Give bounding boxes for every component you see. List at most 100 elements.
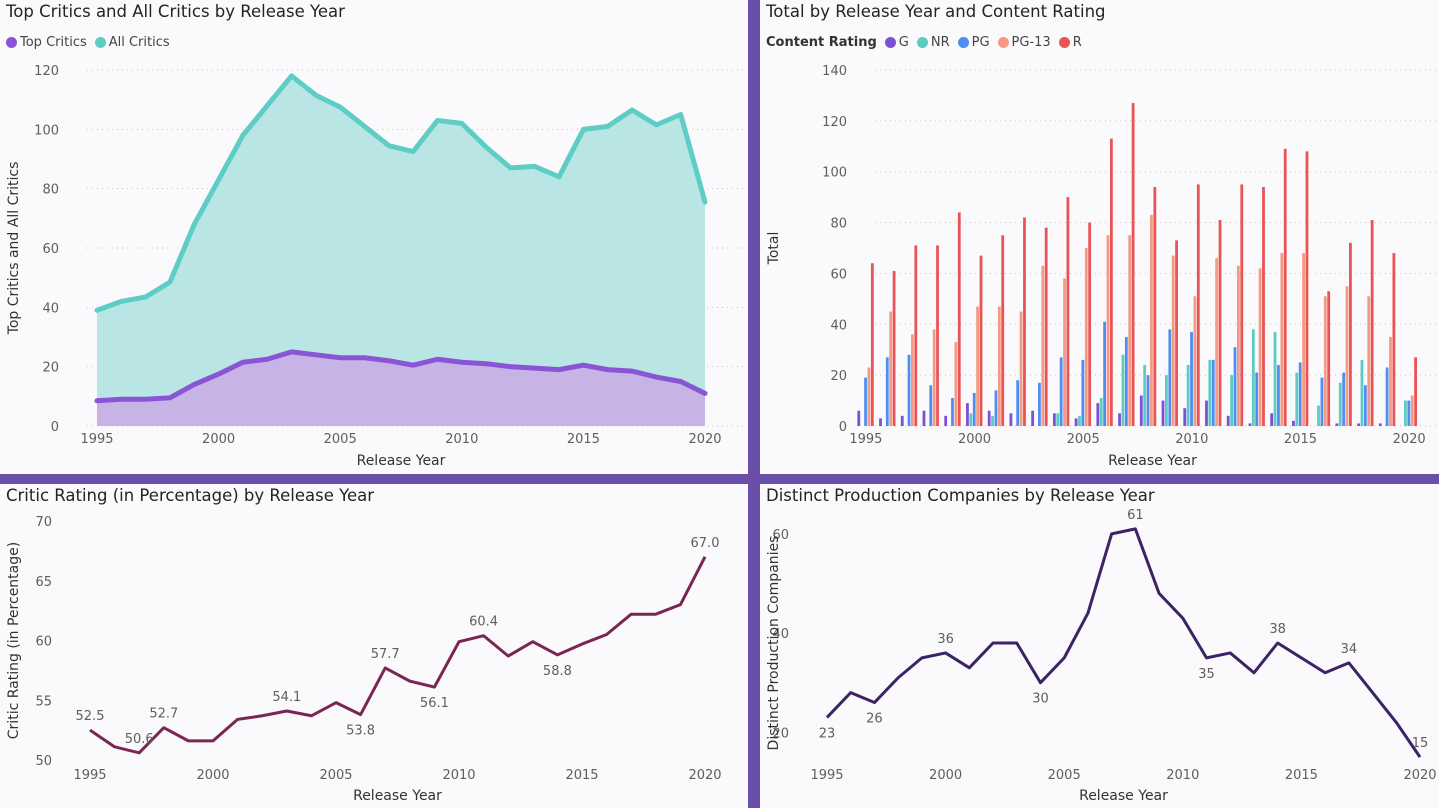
series-line <box>825 527 1422 758</box>
critic-rating-line-chart[interactable]: 50 55 60 65 70 1995 2000 2005 2010 2015 2020 Releas… <box>0 484 748 808</box>
y-tick-label: 40 <box>830 318 847 333</box>
bar-pg <box>1059 357 1063 426</box>
bar-pg <box>1211 359 1215 426</box>
x-tick-label: 2000 <box>202 432 235 447</box>
bar-r <box>1131 103 1135 426</box>
bar-g <box>1096 403 1100 426</box>
critic-rating-chart-panel[interactable]: Critic Rating (in Percentage) by Release… <box>0 484 748 808</box>
y-tick-label: 60 <box>42 242 59 257</box>
chart-title: Top Critics and All Critics by Release Y… <box>6 2 345 21</box>
legend-marker <box>1058 37 1070 48</box>
legend-item-pg13[interactable]: PG-13 <box>997 35 1051 50</box>
x-tick-label: 2020 <box>1403 768 1436 783</box>
legend-label: PG <box>971 35 990 50</box>
bar-pg <box>929 385 933 426</box>
critics-area-chart[interactable]: 0 20 40 60 80 100 120 1995 2000 2005 2010 2015 2020 R… <box>0 0 748 474</box>
bar-pg13 <box>1302 253 1305 426</box>
bar-r <box>1283 148 1287 426</box>
legend-title: Content Rating <box>766 35 877 50</box>
bar-nr <box>1186 364 1190 426</box>
legend-item-all-critics[interactable]: All Critics <box>94 35 170 50</box>
bar-g <box>1139 395 1143 426</box>
bar-g <box>966 403 969 426</box>
bar-nr <box>1056 413 1060 426</box>
y-tick-label: 50 <box>35 754 52 769</box>
ratings-bar-chart[interactable]: 0 20 40 60 80 100 120 140 1995 2000 2005 2010 2015 20… <box>760 0 1439 474</box>
bar-r <box>936 245 939 426</box>
series-line-all-critics <box>94 73 708 313</box>
bar-pg13 <box>1367 296 1371 426</box>
legend-item-pg[interactable]: PG <box>957 35 990 50</box>
bar-g <box>1183 408 1187 426</box>
critics-chart-panel[interactable]: Top Critics and All Critics by Release Y… <box>0 0 748 474</box>
bar-r <box>892 270 896 426</box>
data-label: 54.1 <box>272 690 301 705</box>
bar-g <box>1270 413 1274 426</box>
y-tick-label: 60 <box>35 635 52 650</box>
bar-pg <box>1298 362 1302 426</box>
bar-pg <box>1146 375 1150 426</box>
x-tick-label: 2005 <box>324 432 357 447</box>
bar-pg <box>1038 382 1041 426</box>
legend-item-nr[interactable]: NR <box>916 35 950 50</box>
bar-r <box>1001 235 1005 426</box>
bar-g <box>1031 410 1035 426</box>
x-axis-label: Release Year <box>1079 788 1168 804</box>
legend-item-g[interactable]: G <box>884 35 909 50</box>
bar-pg13 <box>867 367 871 426</box>
bar-pg13 <box>1410 395 1414 426</box>
data-label: 36 <box>937 632 954 647</box>
bar-r <box>1109 138 1113 426</box>
legend-item-top-critics[interactable]: Top Critics <box>6 35 87 50</box>
y-tick-label: 40 <box>42 301 59 316</box>
x-axis-label: Release Year <box>353 788 442 804</box>
bar-pg13 <box>1041 265 1045 426</box>
x-axis-label: Release Year <box>1108 453 1197 469</box>
y-tick-label: 80 <box>830 217 847 232</box>
legend-label: PG-13 <box>1011 35 1051 50</box>
x-tick-label: 1995 <box>73 768 106 783</box>
bar-pg13 <box>1106 235 1110 426</box>
bar-pg <box>864 377 867 426</box>
x-axis-label: Release Year <box>357 453 446 469</box>
bar-pg13 <box>1150 214 1153 426</box>
x-tick-label: 2015 <box>1284 432 1317 447</box>
bar-r <box>1088 222 1092 426</box>
data-label: 35 <box>1198 667 1215 682</box>
series-line-top-critics <box>94 349 708 404</box>
bar-pg13 <box>889 311 893 426</box>
y-tick-label: 60 <box>772 528 789 543</box>
legend-marker <box>997 37 1009 48</box>
companies-line-chart[interactable]: 20 40 60 1995 2000 2005 2010 2015 2020 Release Ye… <box>760 484 1439 808</box>
chart-legend: Content Rating G NR PG PG-13 R <box>766 35 1090 50</box>
bar-nr <box>1165 375 1168 426</box>
bar-pg13 <box>1084 248 1088 426</box>
x-tick-label: 2005 <box>1048 768 1081 783</box>
companies-chart-panel[interactable]: Distinct Production Companies by Release… <box>760 484 1439 808</box>
bar-pg <box>1385 367 1389 426</box>
bar-g <box>922 410 926 426</box>
bar-g <box>1226 415 1230 426</box>
chart-title: Critic Rating (in Percentage) by Release… <box>6 486 375 505</box>
bar-nr <box>1078 415 1081 426</box>
bar-r <box>914 245 918 426</box>
ratings-chart-panel[interactable]: Total by Release Year and Content Rating… <box>760 0 1439 474</box>
y-tick-label: 0 <box>839 420 847 435</box>
bar-nr <box>1230 375 1233 426</box>
bar-nr <box>1273 331 1277 426</box>
chart-legend: Top Critics All Critics <box>6 35 178 50</box>
bar-r <box>1414 357 1418 426</box>
bar-g <box>1335 423 1339 426</box>
bar-g <box>1161 400 1165 426</box>
x-tick-label: 2000 <box>958 432 991 447</box>
y-tick-label: 80 <box>42 183 59 198</box>
bar-pg <box>907 354 911 426</box>
y-tick-label: 40 <box>772 627 789 642</box>
legend-item-r[interactable]: R <box>1058 35 1082 50</box>
bar-g <box>1248 423 1252 426</box>
x-tick-label: 2020 <box>688 432 721 447</box>
data-label: 56.1 <box>420 696 449 711</box>
bar-pg13 <box>1128 235 1132 426</box>
data-label: 61 <box>1127 508 1144 523</box>
bar-r <box>1370 220 1374 426</box>
